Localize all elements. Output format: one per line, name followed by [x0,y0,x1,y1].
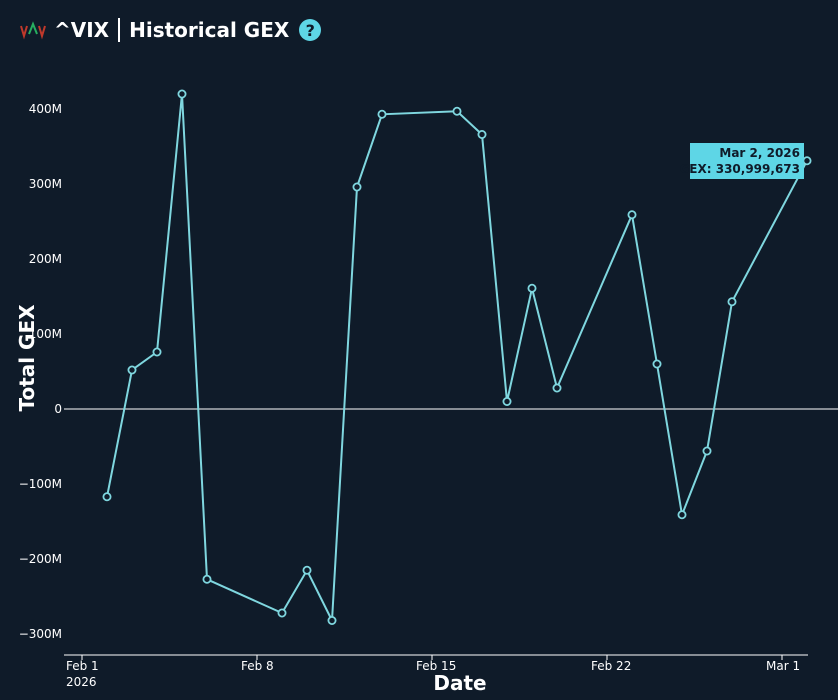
header-divider [118,18,121,42]
y-tick-label: 300M [29,177,62,191]
data-point[interactable] [177,89,187,99]
x-tick-label: Feb 1 [66,659,99,673]
x-tick-label: Feb 22 [591,659,631,673]
y-tick-label: 200M [29,252,62,266]
data-point[interactable] [327,616,337,626]
x-axis-ticks: Feb 1 2026 Feb 8 Feb 15 Feb 22 Mar 1 [66,655,800,689]
chart-title: Historical GEX [129,18,290,42]
data-point[interactable] [527,283,537,293]
tooltip-pointer [803,155,804,166]
data-point[interactable] [352,182,362,192]
data-point[interactable] [302,565,312,575]
x-axis-title: Date [433,671,486,695]
data-point[interactable] [152,347,162,357]
data-point[interactable] [802,156,812,166]
y-tick-label: 0 [54,402,62,416]
question-icon[interactable]: ? [299,19,322,41]
x-tick-label: Feb 15 [416,659,456,673]
x-tick-label: Mar 1 [766,659,800,673]
tooltip-value: GEX: 330,999,673 [679,162,800,176]
data-point[interactable] [277,608,287,618]
data-point[interactable] [202,574,212,584]
y-tick-label: 400M [29,102,62,116]
tooltip-date: Mar 2, 2026 [719,146,800,160]
x-tick-year-label: 2026 [66,675,97,689]
hover-tooltip: Mar 2, 2026 GEX: 330,999,673 [679,143,804,179]
data-point[interactable] [727,297,737,307]
y-axis-ticks: 400M 300M 200M 100M 0 −100M −200M −300M [19,102,62,641]
data-point[interactable] [652,359,662,369]
sparkline-logo-icon [20,21,46,40]
data-point[interactable] [102,492,112,502]
data-point[interactable] [452,106,462,116]
data-point[interactable] [702,446,712,456]
data-point[interactable] [627,210,637,220]
data-point[interactable] [677,510,687,520]
chart-header: ^VIX Historical GEX ? [20,14,322,46]
y-axis-title: Total GEX [15,304,39,412]
y-tick-label: −100M [19,477,62,491]
x-tick-label: Feb 8 [241,659,274,673]
y-tick-label: 100M [29,327,62,341]
y-tick-label: −200M [19,552,62,566]
data-point[interactable] [552,383,562,393]
tooltip-box [690,143,804,179]
data-point[interactable] [502,396,512,406]
data-point[interactable] [477,129,487,139]
data-point[interactable] [127,365,137,375]
data-point[interactable] [377,109,387,119]
ticker-symbol: ^VIX [54,18,110,42]
y-tick-label: −300M [19,627,62,641]
